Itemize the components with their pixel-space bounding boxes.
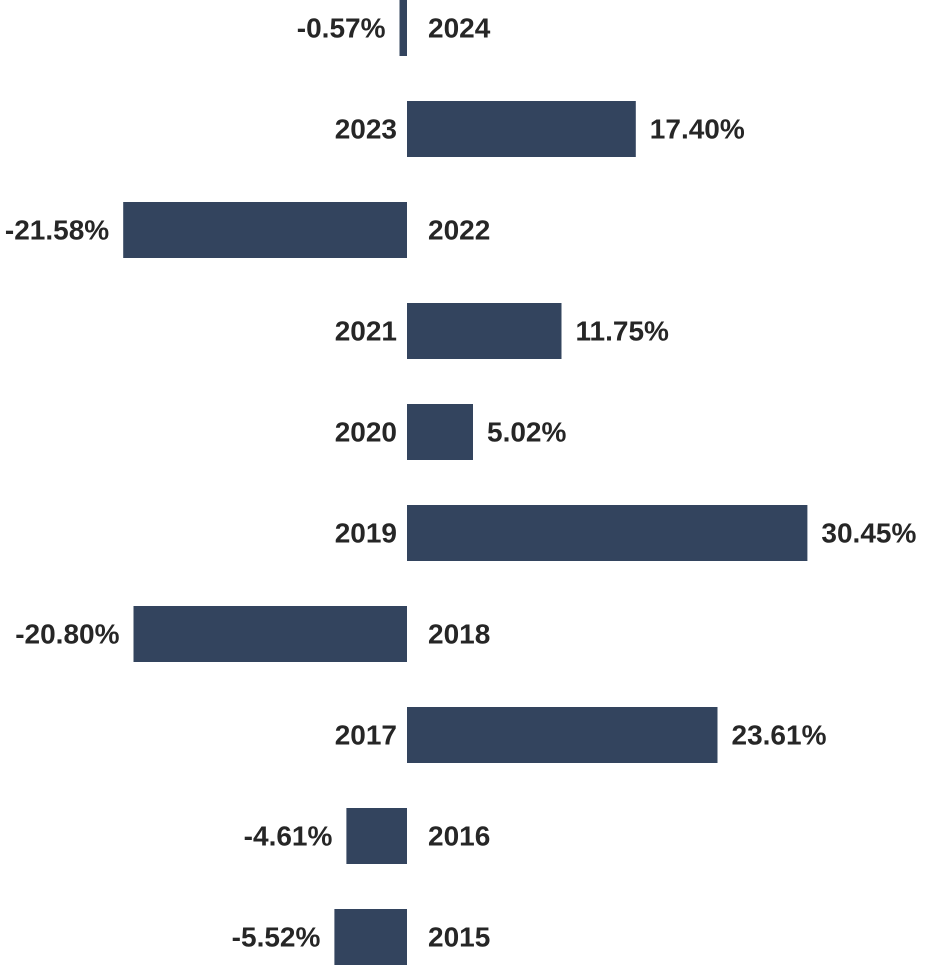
bar-2022 bbox=[123, 202, 407, 258]
bar-2023 bbox=[407, 101, 636, 157]
bar-2020 bbox=[407, 404, 473, 460]
bar-2016 bbox=[346, 808, 407, 864]
bar-2018 bbox=[133, 606, 407, 662]
bar-2021 bbox=[407, 303, 562, 359]
category-label-2022: 2022 bbox=[428, 215, 490, 246]
value-label-2015: -5.52% bbox=[232, 922, 321, 953]
category-label-2023: 2023 bbox=[335, 114, 397, 145]
bar-2015 bbox=[334, 909, 407, 965]
category-label-2017: 2017 bbox=[335, 720, 397, 751]
bars-group bbox=[123, 0, 808, 965]
value-label-2020: 5.02% bbox=[487, 417, 566, 448]
category-label-2019: 2019 bbox=[335, 518, 397, 549]
category-label-2021: 2021 bbox=[335, 316, 397, 347]
value-label-2017: 23.61% bbox=[732, 720, 827, 751]
value-label-2021: 11.75% bbox=[576, 316, 670, 347]
value-label-2024: -0.57% bbox=[297, 13, 386, 44]
category-label-2020: 2020 bbox=[335, 417, 397, 448]
bar-2024 bbox=[399, 0, 407, 56]
bar-2019 bbox=[407, 505, 808, 561]
labels-group: 2024 -0.57% 2023 17.40% 2022 -21.58% 2021 11.75… bbox=[5, 13, 917, 953]
value-label-2018: -20.80% bbox=[15, 619, 119, 650]
value-label-2023: 17.40% bbox=[650, 114, 745, 145]
category-label-2018: 2018 bbox=[428, 619, 490, 650]
value-label-2019: 30.45% bbox=[821, 518, 916, 549]
bar-2017 bbox=[407, 707, 718, 763]
category-label-2015: 2015 bbox=[428, 922, 490, 953]
category-label-2024: 2024 bbox=[428, 13, 491, 44]
value-label-2016: -4.61% bbox=[244, 821, 333, 852]
category-label-2016: 2016 bbox=[428, 821, 490, 852]
value-label-2022: -21.58% bbox=[5, 215, 109, 246]
